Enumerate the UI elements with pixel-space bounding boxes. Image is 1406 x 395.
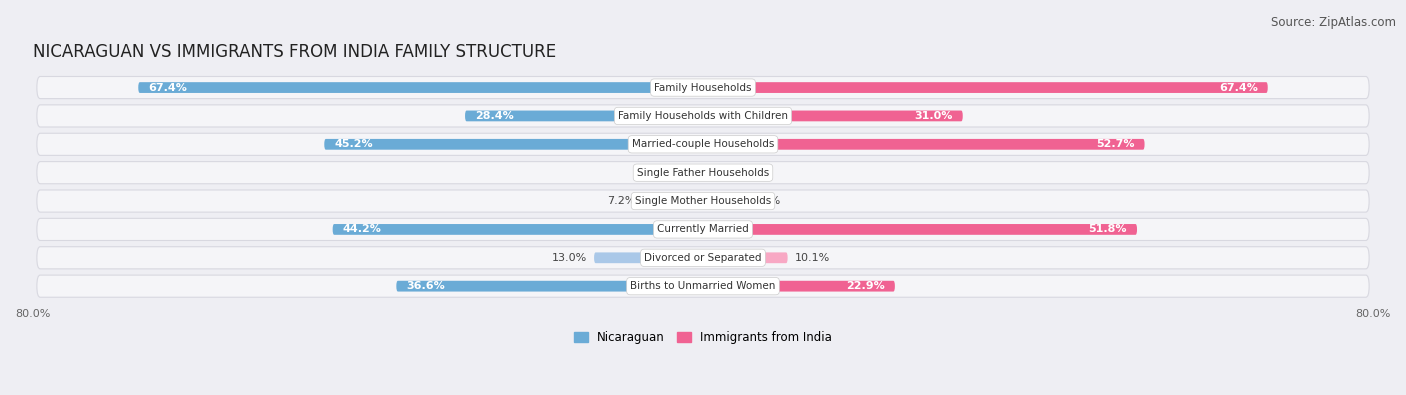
Text: 51.8%: 51.8% <box>1088 224 1128 234</box>
FancyBboxPatch shape <box>37 247 1369 269</box>
Text: Single Father Households: Single Father Households <box>637 168 769 178</box>
Text: 45.2%: 45.2% <box>335 139 373 149</box>
FancyBboxPatch shape <box>37 105 1369 127</box>
Text: 44.2%: 44.2% <box>343 224 381 234</box>
FancyBboxPatch shape <box>333 224 703 235</box>
FancyBboxPatch shape <box>703 252 787 263</box>
FancyBboxPatch shape <box>37 190 1369 212</box>
Text: Family Households: Family Households <box>654 83 752 92</box>
FancyBboxPatch shape <box>595 252 703 263</box>
Legend: Nicaraguan, Immigrants from India: Nicaraguan, Immigrants from India <box>569 326 837 348</box>
FancyBboxPatch shape <box>37 162 1369 184</box>
Text: 67.4%: 67.4% <box>1219 83 1258 92</box>
Text: 67.4%: 67.4% <box>148 83 187 92</box>
FancyBboxPatch shape <box>643 196 703 207</box>
Text: Divorced or Separated: Divorced or Separated <box>644 253 762 263</box>
Text: 52.7%: 52.7% <box>1097 139 1135 149</box>
FancyBboxPatch shape <box>703 167 718 178</box>
Text: 2.6%: 2.6% <box>647 168 675 178</box>
Text: 10.1%: 10.1% <box>794 253 830 263</box>
FancyBboxPatch shape <box>703 82 1268 93</box>
Text: Single Mother Households: Single Mother Households <box>636 196 770 206</box>
Text: 13.0%: 13.0% <box>553 253 588 263</box>
FancyBboxPatch shape <box>37 77 1369 99</box>
Text: 36.6%: 36.6% <box>406 281 446 291</box>
FancyBboxPatch shape <box>396 281 703 292</box>
Text: Family Households with Children: Family Households with Children <box>619 111 787 121</box>
Text: 7.2%: 7.2% <box>607 196 636 206</box>
FancyBboxPatch shape <box>703 196 745 207</box>
FancyBboxPatch shape <box>37 133 1369 155</box>
FancyBboxPatch shape <box>37 218 1369 241</box>
FancyBboxPatch shape <box>37 275 1369 297</box>
Text: 31.0%: 31.0% <box>914 111 953 121</box>
Text: NICARAGUAN VS IMMIGRANTS FROM INDIA FAMILY STRUCTURE: NICARAGUAN VS IMMIGRANTS FROM INDIA FAMI… <box>32 43 555 61</box>
Text: Currently Married: Currently Married <box>657 224 749 234</box>
Text: 5.1%: 5.1% <box>752 196 780 206</box>
FancyBboxPatch shape <box>325 139 703 150</box>
FancyBboxPatch shape <box>682 167 703 178</box>
FancyBboxPatch shape <box>703 281 894 292</box>
FancyBboxPatch shape <box>465 111 703 121</box>
Text: Births to Unmarried Women: Births to Unmarried Women <box>630 281 776 291</box>
Text: 22.9%: 22.9% <box>846 281 884 291</box>
Text: 28.4%: 28.4% <box>475 111 513 121</box>
FancyBboxPatch shape <box>703 139 1144 150</box>
Text: Source: ZipAtlas.com: Source: ZipAtlas.com <box>1271 16 1396 29</box>
Text: 1.9%: 1.9% <box>725 168 754 178</box>
FancyBboxPatch shape <box>703 111 963 121</box>
Text: Married-couple Households: Married-couple Households <box>631 139 775 149</box>
FancyBboxPatch shape <box>138 82 703 93</box>
FancyBboxPatch shape <box>703 224 1137 235</box>
